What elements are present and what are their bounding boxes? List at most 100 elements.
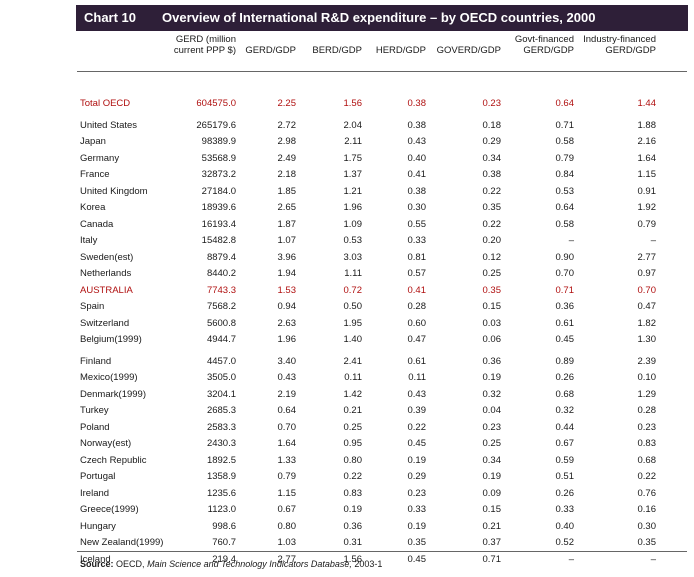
table-cell: –	[650, 553, 656, 565]
table-cell: 2.39	[637, 355, 657, 367]
table-cell: 0.89	[555, 355, 575, 367]
country-label: Ireland	[80, 487, 110, 499]
table-cell: 1.96	[343, 202, 363, 213]
table-cell: 0.19	[482, 471, 502, 482]
table-cell: 0.26	[555, 487, 575, 499]
table-cell: 1.42	[343, 388, 363, 400]
table-cell: 0.10	[637, 372, 657, 383]
table-cell: 0.19	[407, 520, 427, 532]
table-cell: 1.75	[343, 152, 363, 164]
table-cell: 2.16	[637, 136, 657, 147]
table-cell: 1.87	[277, 218, 297, 230]
table-cell: 0.45	[407, 553, 427, 565]
table-cell: 3204.1	[206, 388, 236, 400]
table-cell: 0.36	[343, 520, 363, 532]
table-cell: 0.12	[482, 251, 502, 263]
table-cell: 0.91	[637, 185, 657, 197]
table-cell: 1.09	[343, 218, 363, 230]
country-label: Sweden(est)	[80, 251, 134, 263]
table-cell: 0.51	[555, 471, 575, 482]
table-row: Netherlands 8440.2 1.94 1.11 0.57 0.25 0.70 0.9…	[0, 266, 694, 283]
table-cell: 998.6	[212, 520, 236, 532]
table-cell: 1.96	[277, 334, 297, 345]
table-cell: 0.18	[482, 119, 502, 131]
table-cell: 0.30	[407, 202, 427, 213]
table-cell: 0.60	[407, 317, 427, 329]
country-label: Norway(est)	[80, 438, 132, 449]
table-cell: 0.22	[343, 471, 363, 482]
table-cell: 1.21	[343, 185, 363, 197]
table-cell: 0.71	[555, 119, 575, 131]
country-label: Spain	[80, 301, 105, 312]
table-cell: 8879.4	[206, 251, 236, 263]
table-cell: 1.29	[637, 388, 657, 400]
table-cell: 0.39	[407, 405, 427, 416]
table-cell: 1.56	[343, 98, 363, 109]
country-label: Switzerland	[80, 317, 130, 329]
table-row: AUSTRALIA 7743.3 1.53 0.72 0.41 0.35 0.71 0.70	[0, 283, 694, 300]
table-cell: 0.09	[482, 487, 502, 499]
table-row: Japan 98389.9 2.98 2.11 0.43 0.29 0.58 2.16	[0, 134, 694, 151]
table-cell: 1.64	[277, 438, 297, 449]
table-row: Italy 15482.8 1.07 0.53 0.33 0.20 – –	[0, 233, 694, 250]
column-header-line: GERD/GDP	[523, 45, 574, 56]
table-cell: –	[568, 553, 574, 565]
table-cell: 1123.0	[207, 504, 236, 515]
table-cell: 0.35	[482, 284, 502, 296]
table-cell: 0.72	[343, 284, 363, 296]
country-label: Total OECD	[80, 98, 131, 109]
table-cell: 0.31	[343, 537, 363, 548]
table-cell: 3.96	[277, 251, 297, 263]
country-label: AUSTRALIA	[80, 284, 133, 296]
table-row: Korea 18939.6 2.65 1.96 0.30 0.35 0.64 1.92	[0, 200, 694, 217]
table-cell: 0.20	[482, 235, 502, 246]
table-cell: 0.29	[482, 136, 502, 147]
table-cell: 0.83	[637, 438, 657, 449]
table-cell: 32873.2	[201, 169, 236, 180]
column-header-line	[245, 34, 296, 45]
table-cell: 0.43	[407, 388, 427, 400]
table-cell: 1.53	[277, 284, 297, 296]
table-cell: 2.77	[277, 553, 297, 565]
table-cell: 0.94	[277, 301, 297, 312]
table-cell: –	[568, 235, 574, 246]
table-cell: 0.58	[555, 136, 575, 147]
country-label: Iceland	[80, 553, 111, 565]
table-row: Czech Republic 1892.5 1.33 0.80 0.19 0.34 0.59…	[0, 453, 694, 470]
table-cell: 1.15	[637, 169, 657, 180]
table-row: Ireland 1235.6 1.15 0.83 0.23 0.09 0.26 0.76	[0, 486, 694, 503]
table-row: Finland 4457.0 3.40 2.41 0.61 0.36 0.89 2.39	[0, 354, 694, 371]
table-cell: 0.22	[482, 218, 502, 230]
table-row: Poland 2583.3 0.70 0.25 0.22 0.23 0.44 0.23	[0, 420, 694, 437]
table-cell: 0.68	[637, 454, 657, 466]
table-cell: 0.84	[555, 169, 575, 180]
table-cell: 1.40	[343, 334, 363, 345]
table-row: United Kingdom 27184.0 1.85 1.21 0.38 0.22 0.5…	[0, 184, 694, 201]
table-cell: 0.35	[637, 537, 657, 548]
table-cell: 0.35	[482, 202, 502, 213]
table-cell: 0.29	[407, 471, 427, 482]
table-cell: 2583.3	[206, 421, 236, 433]
table-cell: 0.58	[555, 218, 575, 230]
table-cell: 0.22	[407, 421, 427, 433]
table-cell: –	[650, 235, 656, 246]
country-label: Canada	[80, 218, 114, 230]
table-cell: 0.19	[482, 372, 502, 383]
table-cell: 0.03	[482, 317, 502, 329]
source-note: Source: OECD, Main Science and Technolog…	[80, 559, 382, 569]
country-label: United Kingdom	[80, 185, 148, 197]
table-cell: 1.44	[637, 98, 657, 109]
table-cell: 53568.9	[201, 152, 236, 164]
chart-title: Overview of International R&D expenditur…	[162, 10, 596, 25]
source-prefix: OECD,	[116, 559, 145, 569]
table-cell: 0.23	[482, 421, 502, 433]
table-cell: 2.11	[344, 136, 362, 147]
table-cell: 2685.3	[206, 405, 236, 416]
column-header-line: Industry-financed	[583, 34, 656, 45]
table-cell: 7743.3	[206, 284, 236, 296]
table-cell: 0.36	[555, 301, 575, 312]
column-header-line: GERD/GDP	[245, 45, 296, 56]
table-cell: 0.37	[482, 537, 502, 548]
country-label: Japan	[80, 136, 106, 147]
column-header-line: GERD/GDP	[605, 45, 656, 56]
